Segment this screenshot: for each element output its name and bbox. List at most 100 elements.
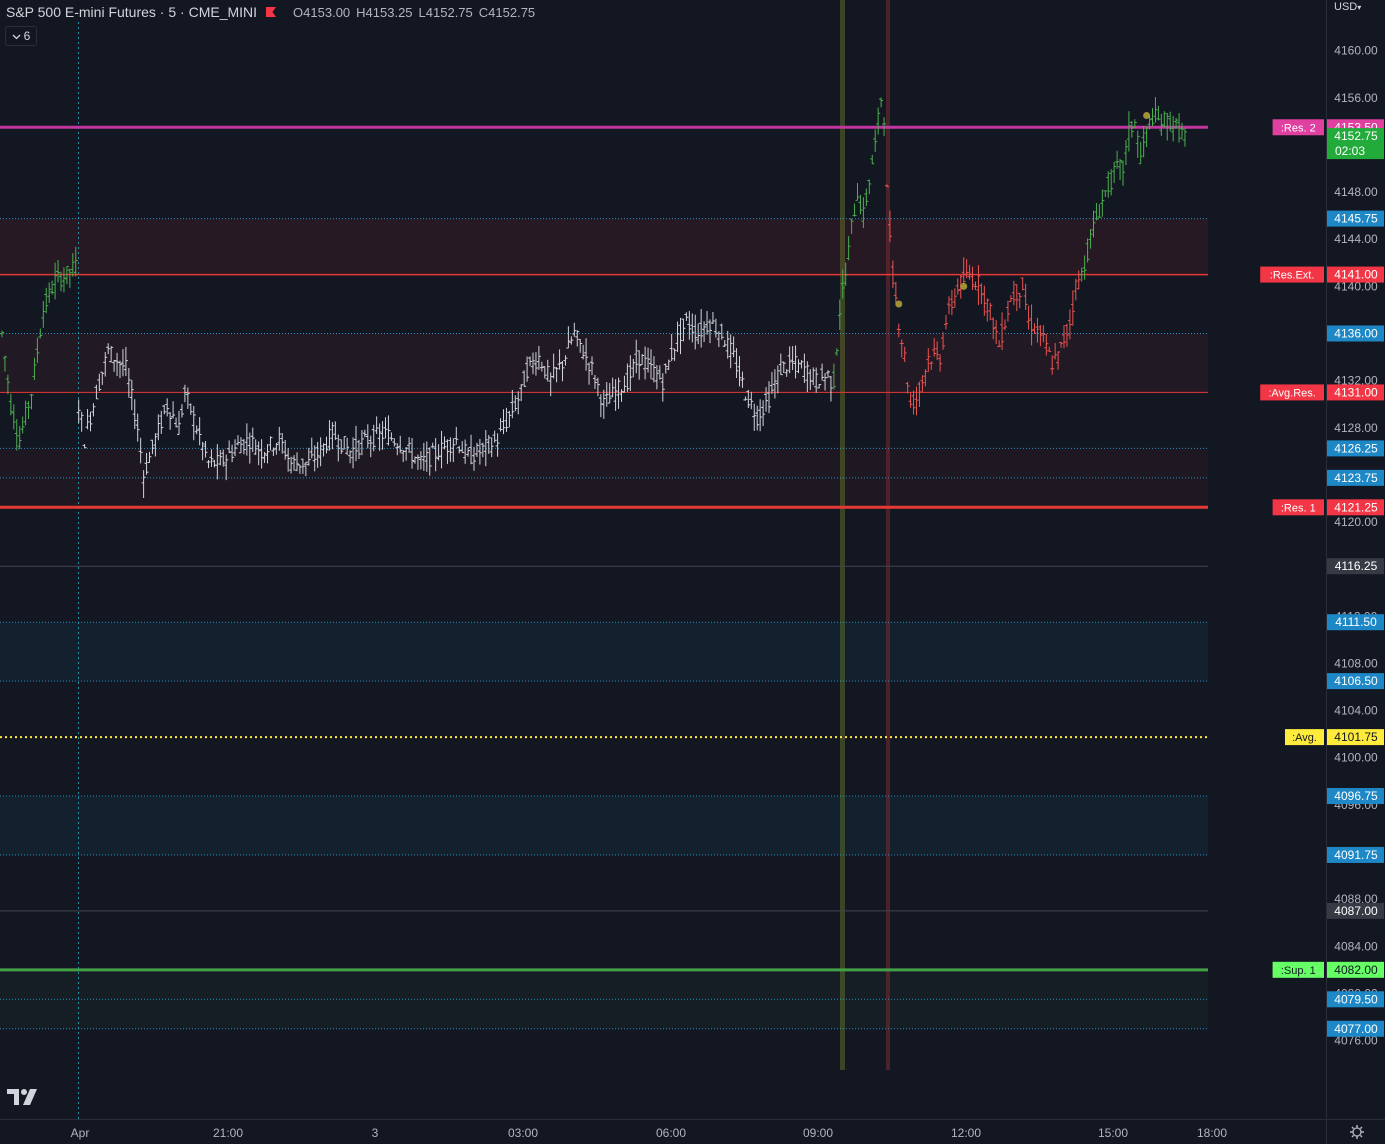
price-bar	[262, 452, 267, 463]
symbol-title[interactable]: S&P 500 E-mini Futures · 5 · CME_MINI	[6, 4, 258, 20]
price-bar	[454, 426, 459, 445]
price-bar	[669, 334, 674, 361]
price-bar	[474, 442, 479, 457]
price-bar	[174, 417, 179, 428]
level-zone	[0, 218, 1208, 275]
price-bar	[908, 391, 913, 408]
price-bar	[1059, 341, 1064, 348]
price-bar	[687, 310, 692, 340]
price-bar	[1076, 270, 1081, 290]
price-bar	[5, 374, 10, 395]
x-tick-label: 09:00	[803, 1126, 833, 1140]
price-bar	[289, 456, 294, 474]
price-bar	[834, 348, 839, 356]
price-bar	[569, 336, 574, 345]
price-bar	[277, 426, 282, 451]
price-bar	[790, 346, 795, 371]
level-price-label: 4131.00	[1334, 385, 1378, 399]
signal-dot	[895, 300, 903, 308]
price-bar	[501, 409, 506, 435]
price-bar	[890, 260, 895, 289]
zone-price-label: 4111.50	[1335, 615, 1377, 629]
price-bar	[539, 361, 544, 372]
price-bar	[592, 374, 597, 389]
price-bar	[483, 430, 488, 467]
level-price-label: 4141.00	[1334, 268, 1378, 282]
price-bar	[333, 421, 338, 440]
price-bar	[297, 464, 302, 474]
price-bar	[1011, 280, 1016, 306]
price-bar	[749, 391, 754, 410]
price-bar	[710, 311, 715, 325]
price-bar	[622, 375, 627, 393]
zone-price-label-bg	[1327, 210, 1384, 227]
price-bar	[303, 461, 308, 477]
price-bar	[23, 400, 28, 426]
price-bar	[637, 350, 642, 380]
price-bar	[846, 236, 851, 261]
price-bar	[519, 384, 524, 402]
price-bar	[56, 259, 61, 283]
price-bar	[1020, 277, 1025, 291]
price-bar	[295, 452, 299, 472]
price-bar	[253, 439, 258, 455]
price-bar	[1062, 325, 1066, 349]
flag-icon[interactable]	[265, 6, 277, 18]
price-bar	[185, 387, 190, 409]
zone-price-label: 4096.75	[1334, 789, 1378, 803]
price-bar	[554, 367, 559, 383]
price-bar	[1147, 115, 1152, 130]
price-bar	[489, 437, 494, 458]
price-bar	[887, 210, 892, 243]
price-bar	[395, 443, 400, 456]
level-tag-bg	[1285, 729, 1324, 746]
price-bar	[265, 444, 270, 464]
price-bar	[442, 436, 447, 450]
x-tick-label: 12:00	[951, 1126, 981, 1140]
price-bar	[356, 439, 361, 460]
price-bar	[787, 346, 792, 374]
tradingview-logo-icon[interactable]	[6, 1087, 38, 1107]
currency-selector[interactable]: USD▾	[1334, 1, 1361, 13]
price-bar	[1118, 158, 1123, 181]
indicators-toggle-button[interactable]: 6	[5, 26, 37, 46]
price-bar	[973, 281, 978, 291]
price-bar	[460, 441, 465, 453]
price-bar	[926, 348, 931, 372]
price-bar	[590, 356, 594, 376]
price-bar	[1091, 210, 1096, 238]
price-bar	[1082, 255, 1087, 280]
price-bar	[421, 442, 426, 471]
price-bar	[138, 437, 143, 464]
price-bar	[123, 347, 128, 376]
price-bar	[799, 360, 804, 369]
price-bar	[1115, 150, 1120, 169]
x-tick-label: 21:00	[213, 1126, 243, 1140]
price-bar	[197, 417, 202, 446]
price-bar	[44, 287, 49, 314]
price-bar	[646, 347, 651, 373]
level-tag-label: :Sup. 1	[1281, 965, 1316, 977]
zone-price-label-bg	[1327, 673, 1384, 690]
level-price-label: 4121.25	[1334, 500, 1378, 514]
level-tag-label: :Res. 1	[1281, 502, 1316, 514]
x-tick-label: Apr	[71, 1126, 90, 1140]
price-bar	[41, 301, 46, 328]
price-bar	[1159, 113, 1164, 136]
price-bar	[979, 283, 984, 305]
price-bar	[1135, 130, 1140, 158]
price-bar	[893, 281, 898, 303]
price-bar	[1008, 295, 1013, 303]
price-bar	[466, 447, 471, 457]
y-tick-label: 4144.00	[1334, 232, 1378, 246]
zone-price-label-bg	[1327, 440, 1384, 457]
price-bar	[584, 338, 589, 371]
price-bar	[351, 437, 356, 469]
price-bar	[1156, 105, 1161, 121]
price-bar	[312, 445, 317, 472]
level-price-label-bg	[1327, 384, 1384, 401]
price-bar	[784, 369, 789, 377]
gear-icon[interactable]	[1349, 1124, 1365, 1140]
price-bar	[1056, 351, 1061, 370]
